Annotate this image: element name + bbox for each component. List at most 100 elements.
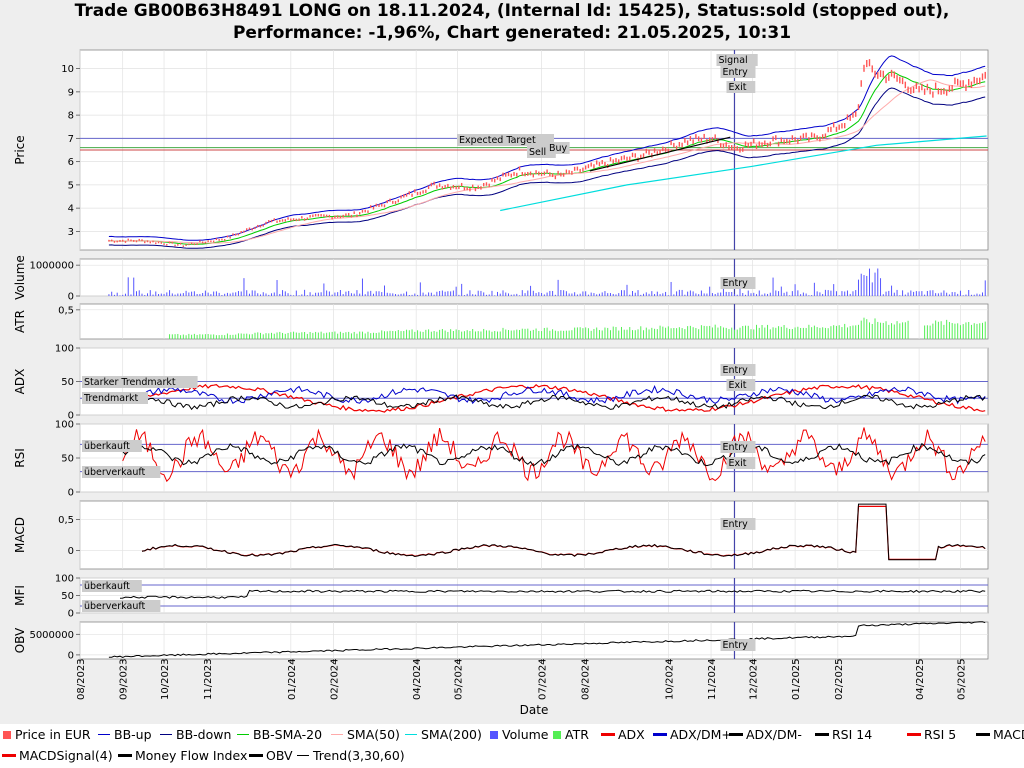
legend-item: MACDSignal(4) [3, 748, 113, 763]
xtick-label: 02/2024 [330, 658, 341, 700]
dm-plus-line [141, 385, 986, 405]
legend-swatch [977, 733, 989, 736]
legend-item: ADX [602, 727, 645, 742]
legend-swatch [730, 733, 742, 736]
legend-item: RSI 5 [908, 727, 956, 742]
trend-label: Trendmarkt [83, 393, 138, 404]
legend-label: RSI 14 [832, 727, 873, 742]
price-ytick-label: 9 [68, 87, 74, 98]
mfi-oversold-label: überverkauft [84, 601, 146, 612]
legend-item: OBV [250, 748, 293, 763]
price-ytick-label: 10 [61, 64, 74, 75]
price-ytick-label: 4 [68, 204, 74, 215]
legend-swatch [98, 733, 110, 736]
chart-title-line-1: Trade GB00B63H8491 LONG on 18.11.2024, (… [74, 1, 950, 21]
adx-line [141, 383, 986, 413]
macd-entry-label: Entry [722, 519, 748, 530]
adx-ytick-label: 0 [68, 411, 74, 422]
price-ytick-label: 5 [68, 180, 74, 191]
legend-item: ATR [553, 727, 589, 742]
legend-swatch [405, 733, 417, 736]
legend-swatch [250, 754, 262, 757]
macd-ytick-label: 0 [68, 546, 74, 557]
strong-trend-label: Starker Trendmarkt [84, 377, 176, 388]
adx-ylabel: ADX [13, 369, 27, 395]
xtick-label: 04/2025 [915, 658, 926, 700]
legend-swatch [816, 733, 828, 736]
legend-swatch [3, 754, 15, 757]
legend-item: Volume [490, 727, 549, 742]
legend-item: MACD(5,13) [977, 727, 1024, 742]
rsi-overbought-label: überkauft [84, 441, 130, 452]
price-exit-label-bg [726, 81, 756, 93]
legend-label: BB-SMA-20 [253, 727, 323, 742]
macd-panel [79, 500, 989, 570]
rsi-ylabel: RSI [13, 448, 27, 468]
legend-swatch [160, 733, 172, 736]
adx-exit-label-bg [726, 379, 756, 391]
price-ytick-label: 7 [68, 134, 74, 145]
atr-ytick-label: 0,5 [58, 305, 74, 316]
adx-ytick-label: 50 [61, 377, 74, 388]
legend-item: SMA(200) [405, 727, 482, 742]
rsi-overbought-label-bg [82, 440, 142, 452]
obv-ytick-label: 0 [68, 650, 74, 661]
legend-item: SMA(50) [331, 727, 400, 742]
obv-line [108, 621, 986, 658]
legend-label: MACDSignal(4) [19, 748, 113, 763]
legend-label: ADX/DM- [746, 727, 802, 742]
obv-entry-label-bg [720, 639, 756, 651]
xtick-label: 10/2023 [160, 658, 171, 700]
price-ytick-label: 8 [68, 111, 74, 122]
xtick-label: 08/2024 [580, 658, 591, 700]
legend-swatch [490, 730, 498, 739]
legend-label: ADX [618, 727, 645, 742]
atr-ylabel: ATR [13, 310, 27, 333]
trend-line [589, 136, 731, 172]
sma200-line [500, 135, 987, 212]
obv-panel [79, 621, 989, 660]
price-ytick-label: 6 [68, 157, 74, 168]
macd-line [141, 503, 986, 561]
legend-label: ADX/DM+ [670, 727, 732, 742]
legend-label: SMA(50) [347, 727, 400, 742]
xtick-label: 08/2023 [76, 658, 87, 700]
xtick-label: 12/2024 [748, 658, 759, 700]
xtick-label: 11/2023 [203, 658, 214, 700]
legend-label: Price in EUR [15, 727, 91, 742]
legend-item: BB-up [98, 727, 152, 742]
xtick-label: 02/2025 [834, 658, 845, 700]
bb-down-line [108, 87, 986, 249]
sma50-line [108, 79, 986, 244]
legend-label: ATR [565, 727, 589, 742]
legend-label: Volume [502, 727, 549, 742]
legend-swatch [331, 733, 343, 736]
xtick-label: 04/2024 [412, 658, 423, 700]
trade-chart: 345678910Price01000000Volume0,5ATR050100… [13, 49, 989, 717]
mfi-ytick-label: 0 [68, 609, 74, 620]
obv-ylabel: OBV [13, 627, 27, 653]
expected-target-label: Expected Target [459, 135, 536, 146]
volume-entry-label: Entry [722, 278, 748, 289]
adx-entry-label: Entry [722, 365, 748, 376]
trend-label-bg [82, 392, 148, 404]
legend-label: OBV [266, 748, 293, 763]
mfi-oversold-label-bg [82, 600, 161, 612]
signal-label-bg [716, 54, 758, 66]
volume-ytick-label: 1000000 [29, 261, 74, 272]
xtick-label: 11/2024 [707, 658, 718, 700]
legend-label: BB-down [176, 727, 232, 742]
legend-label: SMA(200) [421, 727, 482, 742]
legend-item: BB-down [160, 727, 231, 742]
legend-label: Trend(3,30,60) [313, 748, 405, 763]
signal-label: Signal [718, 55, 747, 66]
chart-title: Trade GB00B63H8491 LONG on 18.11.2024, (… [0, 0, 1024, 44]
buy-label: Buy [549, 143, 568, 154]
legend-swatch [237, 733, 249, 736]
legend-label: BB-up [114, 727, 152, 742]
mfi-ylabel: MFI [13, 585, 27, 606]
legend: Price in EUR BB-up BB-down BB-SMA-20 SMA(50)… [0, 724, 1024, 768]
volume-ytick-label: 0 [68, 292, 74, 303]
rsi-oversold-label-bg [82, 466, 161, 478]
adx-exit-label: Exit [728, 380, 746, 391]
